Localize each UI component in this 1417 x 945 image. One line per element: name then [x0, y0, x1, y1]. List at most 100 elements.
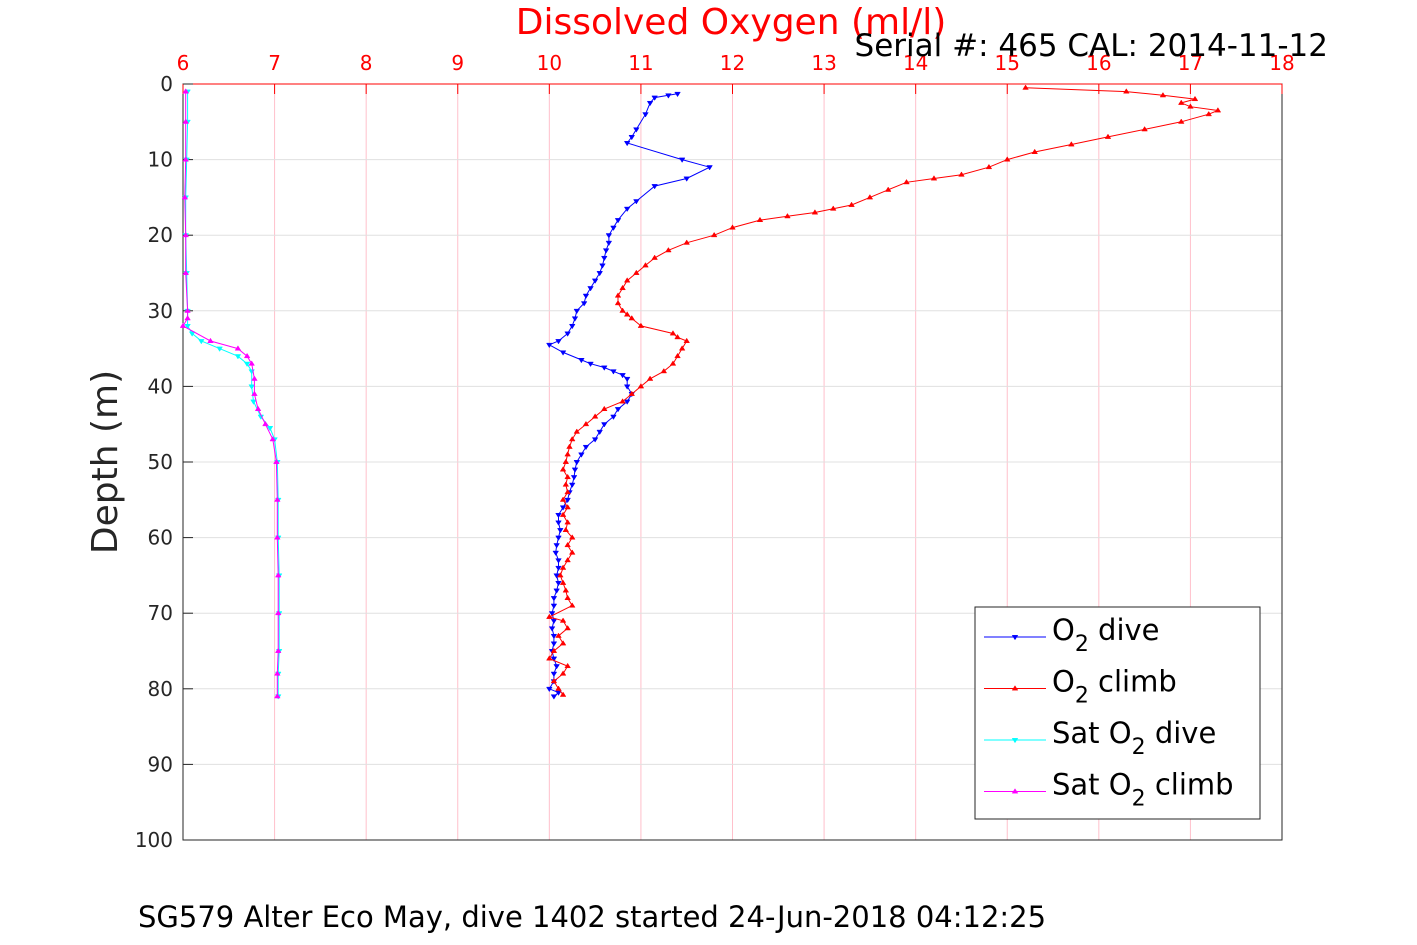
data-point-o2-climb	[669, 330, 677, 336]
data-point-o2-climb	[683, 337, 690, 343]
data-point-o2-dive	[553, 543, 560, 549]
data-point-o2-dive	[573, 308, 581, 315]
data-point-sat-o2-climb	[274, 496, 281, 502]
legend-item-o2-dive: O2 dive	[984, 613, 1160, 657]
y-tick-label: 100	[135, 828, 173, 852]
data-point-o2-dive	[582, 444, 590, 451]
data-point-o2-dive	[555, 512, 562, 519]
data-point-o2-dive	[602, 248, 610, 254]
data-series	[179, 84, 1222, 700]
series-o2-dive	[546, 91, 713, 700]
legend-label: Sat O2 dive	[1052, 716, 1216, 760]
data-point-o2-climb	[1123, 88, 1130, 94]
data-point-sat-o2-climb	[182, 156, 189, 162]
serial-calibration-note: Serial #: 465 CAL: 2014-11-12	[855, 28, 1328, 64]
data-point-o2-dive	[552, 550, 559, 556]
data-point-o2-dive	[665, 93, 672, 99]
x-tick-label: 14	[903, 51, 928, 75]
data-point-sat-o2-climb	[207, 337, 214, 343]
legend-swatch-marker	[1011, 738, 1019, 744]
series-o2-climb	[546, 84, 1222, 697]
series-line-o2-dive	[548, 93, 711, 697]
data-point-o2-climb	[555, 685, 562, 691]
data-point-sat-o2-dive	[234, 354, 242, 360]
data-point-o2-dive	[564, 497, 571, 504]
data-point-o2-climb	[559, 579, 567, 585]
data-point-o2-climb	[619, 307, 626, 313]
data-point-o2-dive	[623, 384, 631, 390]
data-point-o2-dive	[678, 157, 686, 163]
data-point-o2-dive	[564, 331, 571, 337]
data-point-sat-o2-climb	[243, 352, 251, 359]
data-point-o2-climb	[564, 504, 571, 510]
data-point-o2-climb	[546, 655, 553, 661]
data-point-sat-o2-climb	[182, 88, 189, 94]
data-point-o2-climb	[958, 171, 965, 177]
data-point-o2-climb	[568, 549, 576, 555]
data-point-o2-dive	[619, 373, 626, 379]
data-point-o2-climb	[591, 413, 599, 419]
data-point-o2-climb	[559, 640, 567, 646]
x-tick-label: 8	[360, 51, 373, 75]
data-point-sat-o2-climb	[269, 436, 277, 442]
chart-title: Dissolved Oxygen (ml/l)	[516, 2, 947, 43]
data-point-o2-dive	[550, 656, 558, 662]
data-point-o2-climb	[1068, 141, 1075, 147]
data-point-o2-climb	[562, 481, 570, 487]
data-point-o2-climb	[568, 534, 576, 540]
data-point-o2-climb	[1104, 133, 1112, 139]
data-point-o2-climb	[619, 398, 626, 404]
data-point-o2-climb	[1003, 156, 1011, 162]
data-point-o2-climb	[623, 277, 631, 283]
data-point-o2-climb	[562, 526, 570, 532]
data-point-o2-climb	[559, 670, 567, 676]
data-point-o2-dive	[548, 626, 556, 632]
legend-label: O2 dive	[1052, 613, 1160, 657]
data-point-sat-o2-dive	[250, 399, 257, 405]
y-tick-label: 30	[148, 299, 173, 323]
data-point-o2-dive	[550, 641, 558, 647]
x-tick-label: 13	[811, 51, 836, 75]
y-tick-label: 10	[148, 148, 173, 172]
data-point-o2-climb	[564, 625, 571, 631]
data-point-o2-dive	[651, 184, 658, 190]
data-point-o2-climb	[1187, 103, 1194, 109]
data-point-o2-climb	[559, 691, 567, 697]
data-point-o2-climb	[665, 247, 672, 253]
data-point-o2-dive	[555, 535, 562, 541]
data-point-o2-climb	[601, 405, 608, 412]
data-point-o2-dive	[601, 365, 608, 371]
data-point-o2-climb	[784, 213, 791, 219]
data-point-o2-dive	[550, 603, 558, 609]
data-point-o2-climb	[930, 175, 938, 181]
data-point-sat-o2-climb	[251, 375, 258, 381]
x-tick-label: 18	[1269, 51, 1294, 75]
x-tick-label: 16	[1086, 51, 1111, 75]
data-point-o2-climb	[623, 311, 631, 317]
data-point-o2-dive	[550, 618, 558, 625]
x-tick-label: 10	[537, 51, 562, 75]
data-point-o2-climb	[637, 322, 645, 328]
data-point-o2-dive	[550, 694, 558, 700]
data-point-o2-dive	[623, 141, 631, 147]
data-point-o2-climb	[729, 224, 736, 230]
data-point-o2-dive	[633, 127, 640, 133]
data-point-o2-climb	[564, 557, 571, 563]
x-tick-label: 15	[995, 51, 1020, 75]
data-point-o2-climb	[582, 420, 590, 427]
data-point-sat-o2-dive	[266, 426, 274, 432]
data-point-o2-dive	[571, 316, 579, 322]
data-point-o2-dive	[555, 565, 562, 572]
data-point-o2-climb	[568, 602, 576, 608]
data-point-o2-dive	[646, 100, 654, 107]
data-point-o2-dive	[555, 690, 562, 696]
data-point-o2-climb	[674, 333, 681, 340]
data-point-o2-climb	[848, 201, 855, 207]
data-point-o2-dive	[633, 199, 640, 205]
data-point-o2-climb	[637, 383, 645, 389]
data-point-o2-dive	[568, 323, 576, 330]
legend: O2 dive O2 climb Sat O2 dive Sat O2 climb	[974, 606, 1261, 820]
y-tick-label: 0	[160, 72, 173, 96]
legend-item-o2-climb: O2 climb	[984, 665, 1177, 709]
data-point-sat-o2-climb	[182, 231, 189, 238]
